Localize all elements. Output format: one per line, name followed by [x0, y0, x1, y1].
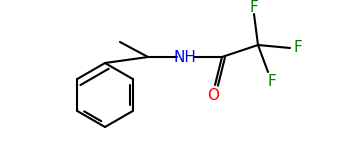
Text: NH: NH: [174, 49, 197, 65]
Text: F: F: [267, 74, 276, 88]
Text: F: F: [249, 0, 258, 14]
Text: F: F: [294, 41, 302, 55]
Text: O: O: [207, 87, 219, 102]
